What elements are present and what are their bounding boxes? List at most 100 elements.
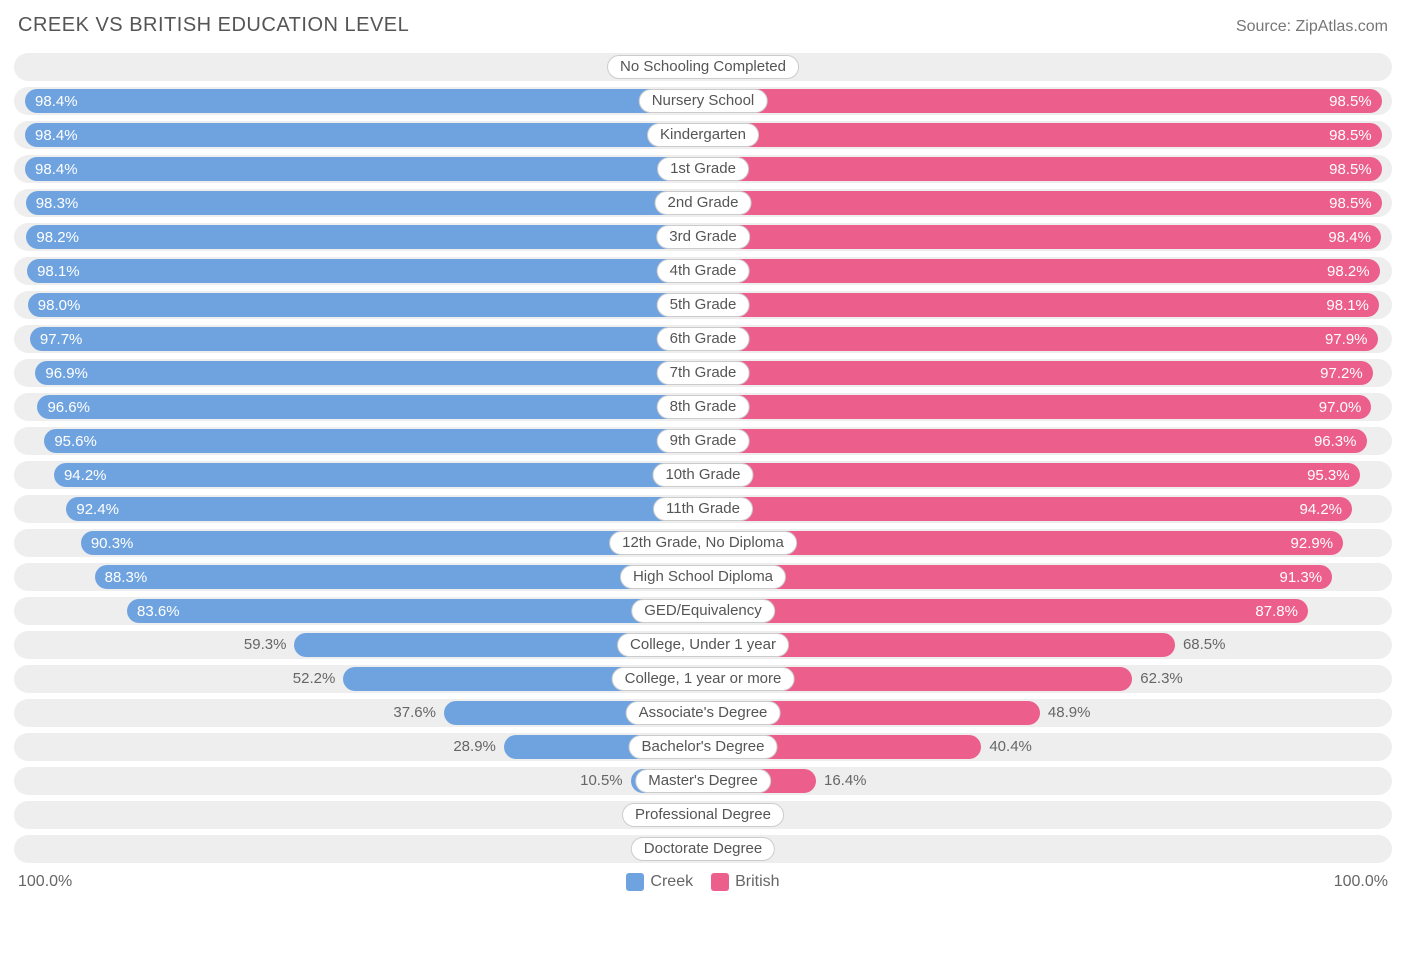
bar-right: 98.2% (703, 259, 1380, 283)
row-label: 6th Grade (657, 327, 750, 351)
legend-label-right: British (735, 873, 779, 890)
chart-row: 98.2%98.4%3rd Grade (14, 223, 1392, 251)
chart-row: 1.3%2.2%Doctorate Degree (14, 835, 1392, 863)
bar-left: 98.4% (25, 123, 703, 147)
bar-left: 98.4% (25, 89, 703, 113)
chart-row: 37.6% 48.9% Associate's Degree (14, 699, 1392, 727)
value-right: 62.3% (1140, 665, 1183, 693)
chart-row: 96.6%97.0%8th Grade (14, 393, 1392, 421)
legend-item-left: Creek (626, 873, 693, 891)
bar-right: 95.3% (703, 463, 1360, 487)
row-label: 5th Grade (657, 293, 750, 317)
row-label: Associate's Degree (626, 701, 781, 725)
value-right: 16.4% (824, 767, 867, 795)
row-label: GED/Equivalency (631, 599, 775, 623)
bar-right: 98.5% (703, 123, 1382, 147)
chart-row: 88.3%91.3%High School Diploma (14, 563, 1392, 591)
chart-row: 95.6%96.3%9th Grade (14, 427, 1392, 455)
bar-left: 88.3% (95, 565, 703, 589)
axis-right-max: 100.0% (1334, 873, 1388, 891)
diverging-bar-chart: 1.6%1.5%No Schooling Completed98.4%98.5%… (14, 53, 1392, 863)
chart-row: 97.7%97.9%6th Grade (14, 325, 1392, 353)
bar-left: 98.0% (28, 293, 703, 317)
bar-right: 96.3% (703, 429, 1367, 453)
bar-right: 98.5% (703, 157, 1382, 181)
legend-item-right: British (711, 873, 779, 891)
value-left: 52.2% (293, 665, 336, 693)
axis-left-max: 100.0% (18, 873, 72, 891)
chart-row: 28.9% 40.4% Bachelor's Degree (14, 733, 1392, 761)
row-label: College, Under 1 year (617, 633, 789, 657)
row-label: Bachelor's Degree (629, 735, 778, 759)
row-label: Kindergarten (647, 123, 759, 147)
bar-right: 97.9% (703, 327, 1378, 351)
value-left: 37.6% (393, 699, 436, 727)
chart-row: 3.1%5.0%Professional Degree (14, 801, 1392, 829)
chart-row: 1.6%1.5%No Schooling Completed (14, 53, 1392, 81)
bar-right: 97.0% (703, 395, 1371, 419)
bar-left: 97.7% (30, 327, 703, 351)
row-label: Doctorate Degree (631, 837, 775, 861)
bar-left: 98.4% (25, 157, 703, 181)
chart-row: 52.2% 62.3% College, 1 year or more (14, 665, 1392, 693)
bar-right: 94.2% (703, 497, 1352, 521)
chart-row: 94.2%95.3%10th Grade (14, 461, 1392, 489)
value-left: 28.9% (453, 733, 496, 761)
row-label: 2nd Grade (655, 191, 752, 215)
chart-row: 98.3%98.5%2nd Grade (14, 189, 1392, 217)
row-label: Nursery School (639, 89, 768, 113)
bar-right: 98.5% (703, 89, 1382, 113)
chart-footer: 100.0% Creek British 100.0% (14, 869, 1392, 891)
row-label: 8th Grade (657, 395, 750, 419)
row-label: No Schooling Completed (607, 55, 799, 79)
row-label: Professional Degree (622, 803, 784, 827)
source-name: ZipAtlas.com (1296, 18, 1388, 35)
row-label: Master's Degree (635, 769, 771, 793)
row-label: College, 1 year or more (612, 667, 795, 691)
chart-row: 92.4%94.2%11th Grade (14, 495, 1392, 523)
chart-row: 90.3%92.9%12th Grade, No Diploma (14, 529, 1392, 557)
row-label: 3rd Grade (656, 225, 750, 249)
chart-row: 10.5% 16.4% Master's Degree (14, 767, 1392, 795)
chart-source: Source: ZipAtlas.com (1236, 18, 1388, 36)
chart-row: 98.4%98.5%Kindergarten (14, 121, 1392, 149)
bar-left: 95.6% (44, 429, 703, 453)
bar-right: 92.9% (703, 531, 1343, 555)
row-label: 11th Grade (653, 497, 753, 521)
chart-row: 98.4%98.5%Nursery School (14, 87, 1392, 115)
legend-label-left: Creek (650, 873, 693, 890)
row-label: 1st Grade (657, 157, 749, 181)
chart-title: CREEK VS BRITISH EDUCATION LEVEL (18, 14, 409, 37)
chart-row: 96.9%97.2%7th Grade (14, 359, 1392, 387)
value-left: 10.5% (580, 767, 623, 795)
row-label: 7th Grade (657, 361, 750, 385)
bar-right: 98.4% (703, 225, 1381, 249)
bar-left: 92.4% (66, 497, 703, 521)
legend-swatch-left (626, 873, 644, 891)
value-right: 48.9% (1048, 699, 1091, 727)
source-label: Source: (1236, 18, 1296, 35)
row-label: 9th Grade (657, 429, 750, 453)
chart-row: 83.6%87.8%GED/Equivalency (14, 597, 1392, 625)
bar-right: 97.2% (703, 361, 1373, 385)
value-right: 40.4% (989, 733, 1032, 761)
row-label: High School Diploma (620, 565, 786, 589)
bar-left: 98.3% (26, 191, 703, 215)
chart-row: 98.4%98.5%1st Grade (14, 155, 1392, 183)
bar-left: 98.1% (27, 259, 703, 283)
bar-right: 98.1% (703, 293, 1379, 317)
chart-row: 59.3% 68.5% College, Under 1 year (14, 631, 1392, 659)
bar-right: 98.5% (703, 191, 1382, 215)
value-right: 68.5% (1183, 631, 1226, 659)
bar-left: 96.9% (35, 361, 703, 385)
bar-right: 87.8% (703, 599, 1308, 623)
value-left: 59.3% (244, 631, 287, 659)
row-label: 4th Grade (657, 259, 750, 283)
bar-left: 94.2% (54, 463, 703, 487)
chart-row: 98.1%98.2%4th Grade (14, 257, 1392, 285)
legend-swatch-right (711, 873, 729, 891)
chart-header: CREEK VS BRITISH EDUCATION LEVEL Source:… (14, 14, 1392, 47)
bar-right: 91.3% (703, 565, 1332, 589)
chart-legend: Creek British (626, 873, 779, 891)
bar-left: 96.6% (37, 395, 703, 419)
